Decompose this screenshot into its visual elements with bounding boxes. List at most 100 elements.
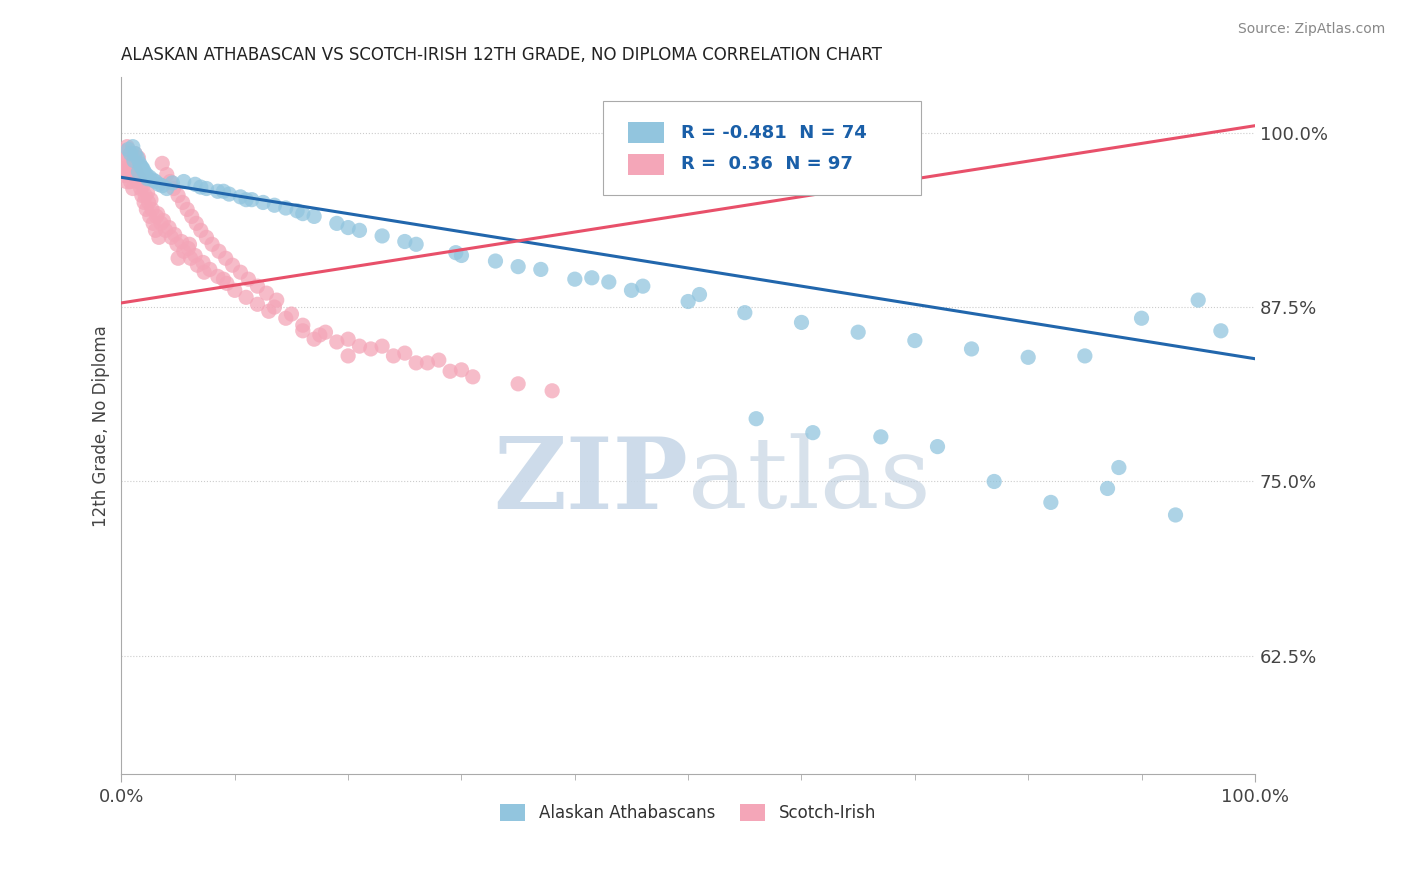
Point — [121, 153, 143, 168]
Point — [208, 244, 231, 259]
Point — [302, 332, 325, 346]
Point — [212, 184, 235, 198]
Point — [128, 156, 150, 170]
Point — [314, 325, 336, 339]
Point — [620, 283, 643, 297]
Point — [1187, 293, 1209, 307]
FancyBboxPatch shape — [603, 102, 921, 195]
Point — [240, 193, 263, 207]
Text: ZIP: ZIP — [494, 433, 688, 530]
Point — [745, 411, 768, 425]
Point — [127, 175, 149, 189]
Point — [166, 237, 188, 252]
Point — [150, 178, 173, 193]
Point — [394, 235, 416, 249]
Point — [121, 139, 143, 153]
Point — [360, 342, 382, 356]
Point — [152, 213, 174, 227]
Point — [127, 151, 149, 165]
Point — [180, 210, 202, 224]
Point — [1039, 495, 1062, 509]
Text: Source: ZipAtlas.com: Source: ZipAtlas.com — [1237, 22, 1385, 37]
Point — [541, 384, 564, 398]
Point — [157, 220, 180, 235]
Point — [291, 318, 314, 333]
Point — [167, 188, 190, 202]
Point — [139, 210, 162, 224]
Point — [904, 334, 927, 348]
Point — [1209, 324, 1232, 338]
Point — [221, 258, 243, 272]
Point — [212, 272, 235, 286]
Point — [163, 227, 186, 242]
Point — [159, 175, 181, 189]
Point — [207, 184, 229, 198]
Point — [132, 161, 155, 176]
Point — [263, 300, 285, 314]
Point — [631, 279, 654, 293]
Point — [461, 369, 484, 384]
Point — [195, 230, 218, 244]
Point — [145, 210, 167, 224]
Point — [274, 311, 297, 326]
Point — [405, 237, 427, 252]
Point — [349, 339, 371, 353]
Point — [960, 342, 983, 356]
Point — [983, 475, 1005, 489]
Point — [148, 230, 170, 244]
Point — [450, 363, 472, 377]
Point — [371, 228, 394, 243]
Point — [450, 248, 472, 262]
Point — [124, 146, 146, 161]
Point — [135, 168, 157, 182]
Point — [177, 242, 200, 256]
Point — [689, 287, 711, 301]
Point — [416, 356, 439, 370]
Point — [235, 290, 257, 304]
Point — [257, 304, 280, 318]
Point — [215, 252, 238, 266]
Point — [869, 430, 891, 444]
Point — [122, 153, 145, 168]
Point — [118, 161, 141, 175]
Point — [141, 202, 163, 217]
Point — [150, 216, 173, 230]
Point — [371, 339, 394, 353]
Point — [394, 346, 416, 360]
Point — [229, 190, 252, 204]
Point — [155, 223, 177, 237]
Point — [162, 176, 184, 190]
Text: R =  0.36  N = 97: R = 0.36 N = 97 — [682, 155, 853, 173]
Point — [117, 143, 139, 157]
Point — [172, 195, 194, 210]
Point — [581, 270, 603, 285]
Point — [120, 146, 142, 161]
Point — [337, 349, 360, 363]
Point — [115, 161, 138, 175]
Point — [190, 223, 212, 237]
Point — [1130, 311, 1153, 326]
Point — [127, 165, 149, 179]
Bar — [628, 122, 665, 143]
Point — [291, 324, 314, 338]
Point — [121, 181, 143, 195]
Point — [142, 216, 165, 230]
Point — [127, 151, 149, 165]
Point — [191, 255, 214, 269]
Point — [274, 201, 297, 215]
Point — [846, 325, 869, 339]
Point — [927, 440, 949, 454]
Point — [136, 171, 159, 186]
Point — [235, 193, 257, 207]
Point — [676, 294, 699, 309]
Bar — [628, 153, 665, 175]
Point — [180, 252, 202, 266]
Point — [198, 262, 221, 277]
Point — [124, 146, 146, 161]
Point — [218, 187, 240, 202]
Point — [201, 237, 224, 252]
Point — [349, 223, 371, 237]
Point — [326, 216, 349, 230]
Point — [139, 170, 162, 185]
Point — [285, 203, 308, 218]
